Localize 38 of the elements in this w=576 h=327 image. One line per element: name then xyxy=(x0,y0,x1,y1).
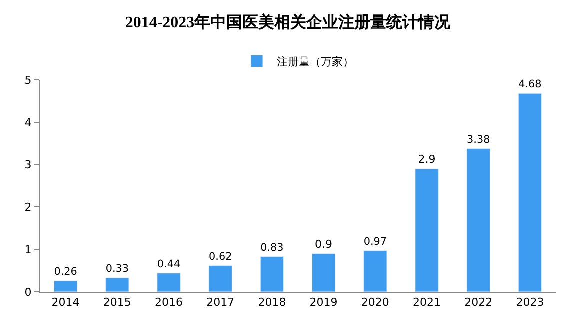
text: 0.44 xyxy=(157,258,181,270)
y-tick-label: 5 xyxy=(24,74,32,87)
bar xyxy=(157,273,181,292)
x-tick-label: 2023 xyxy=(516,296,544,310)
text: 3.38 xyxy=(467,134,490,146)
x-tick-label: 2014 xyxy=(52,296,80,310)
bar xyxy=(364,250,388,292)
bar xyxy=(54,280,78,292)
y-tick-label: 4 xyxy=(24,116,32,130)
bar xyxy=(208,265,232,292)
x-tick-label: 2022 xyxy=(464,296,493,310)
y-tick-label: 2 xyxy=(24,201,32,214)
y-tick-label: 3 xyxy=(24,158,32,172)
x-tick-label: 2016 xyxy=(155,296,183,310)
text: 0.97 xyxy=(364,236,387,248)
bar xyxy=(518,93,542,292)
x-tick-label: 2015 xyxy=(103,296,132,310)
text: 4.68 xyxy=(518,78,542,91)
x-tick-label: 2020 xyxy=(361,296,390,310)
bar xyxy=(466,148,490,292)
y-tick-label: 0 xyxy=(24,286,32,299)
bar xyxy=(312,254,336,292)
bar xyxy=(260,256,284,292)
x-tick-label: 2018 xyxy=(258,296,286,310)
text: 0.83 xyxy=(260,242,284,254)
y-tick-label: 1 xyxy=(24,243,32,256)
x-tick-label: 2017 xyxy=(206,296,235,310)
bar xyxy=(415,168,439,292)
x-tick-label: 2019 xyxy=(310,296,338,310)
chart-title: 2014-2023年中国医美相关企业注册量统计情况 xyxy=(125,12,452,32)
text: 0.62 xyxy=(209,250,232,263)
bar xyxy=(106,278,130,292)
legend-label: 注册量（万家） xyxy=(277,56,354,69)
text: 0.9 xyxy=(315,238,333,251)
text: 0.26 xyxy=(54,266,78,278)
text: 0.33 xyxy=(106,263,129,276)
text: 2.9 xyxy=(418,153,436,166)
x-tick-label: 2021 xyxy=(413,296,441,310)
